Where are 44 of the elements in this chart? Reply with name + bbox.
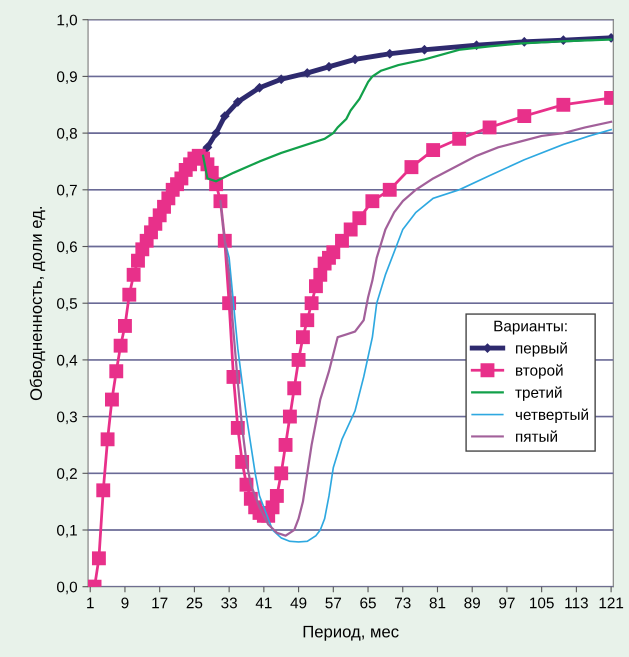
- x-tick-label: 89: [464, 598, 480, 608]
- x-tick-label: 9: [121, 598, 128, 608]
- point: [211, 128, 221, 138]
- y-tick-label: 0,0: [57, 582, 78, 594]
- x-tick-label: 17: [152, 598, 168, 608]
- y-axis-title: Обводненность, доли ед.: [30, 207, 46, 400]
- x-tick-label: 113: [565, 598, 588, 608]
- x-tick-label: 81: [430, 598, 446, 608]
- point: [254, 83, 264, 92]
- y-tick-label: 0,2: [57, 468, 77, 481]
- x-tick-label: 49: [290, 598, 306, 608]
- x-tick-label: 97: [499, 598, 515, 608]
- point: [220, 111, 230, 121]
- x-tick-label: 33: [221, 598, 237, 608]
- y-tick-label: 0,5: [57, 298, 78, 311]
- x-tick-label: 25: [186, 598, 202, 608]
- legend-label: пятый: [516, 430, 557, 442]
- y-tick-label: 1,0: [58, 14, 78, 28]
- x-axis-title: Период, мес: [304, 626, 399, 641]
- y-tick-label: 0,4: [57, 354, 78, 368]
- point: [202, 142, 212, 152]
- y-tick-label: 0,8: [57, 128, 77, 141]
- y-tick-label: 0,6: [57, 241, 77, 254]
- y-tick-label: 0,9: [57, 71, 77, 84]
- legend-label: первый: [516, 342, 567, 357]
- x-tick-label: 105: [530, 598, 554, 608]
- point: [302, 68, 312, 78]
- x-tick-label: 121: [600, 598, 624, 608]
- x-tick-label: 65: [360, 598, 376, 608]
- y-tick-label: 0,3: [57, 411, 77, 424]
- point: [233, 97, 242, 107]
- x-tick-label: 1: [87, 598, 94, 608]
- x-tick-label: 57: [325, 598, 342, 608]
- y-tick-label: 0,7: [57, 184, 77, 198]
- x-tick-label: 73: [395, 598, 411, 608]
- x-tick-label: 41: [256, 598, 272, 608]
- y-tick-label: 0,1: [57, 524, 77, 538]
- point: [324, 62, 334, 72]
- legend-label: четвертый: [516, 408, 588, 424]
- legend-label: второй: [516, 364, 563, 379]
- legend-label: третий: [515, 386, 562, 401]
- point: [350, 54, 360, 64]
- point: [276, 74, 286, 84]
- legend-title: Варианты:: [494, 320, 567, 334]
